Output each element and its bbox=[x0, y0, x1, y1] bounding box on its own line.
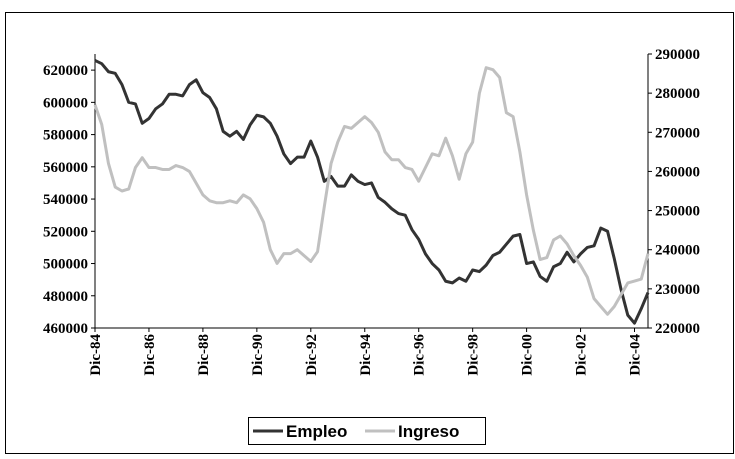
series-line bbox=[93, 66, 650, 316]
y-tick-label: 620000 bbox=[43, 63, 88, 79]
y2-tick-label: 290000 bbox=[655, 47, 700, 63]
y2-tick-label: 260000 bbox=[655, 164, 700, 180]
legend-label: Empleo bbox=[286, 422, 347, 441]
y-tick-label: 600000 bbox=[43, 95, 88, 111]
x-tick-label: Dic-88 bbox=[196, 334, 212, 376]
x-tick-label: Dic-94 bbox=[358, 334, 374, 376]
x-tick-label: Dic-98 bbox=[466, 334, 482, 376]
y-tick-label: 580000 bbox=[43, 128, 88, 144]
x-tick-label: Dic-90 bbox=[250, 334, 266, 376]
x-tick-label: Dic-84 bbox=[88, 334, 104, 376]
legend-label: Ingreso bbox=[398, 422, 459, 441]
x-tick-label: Dic-86 bbox=[142, 334, 158, 376]
y2-tick-label: 280000 bbox=[655, 86, 700, 102]
y2-tick-label: 270000 bbox=[655, 125, 700, 141]
x-tick-label: Dic-04 bbox=[628, 334, 644, 376]
y2-tick-label: 220000 bbox=[655, 321, 700, 337]
y2-tick-label: 250000 bbox=[655, 204, 700, 220]
y-tick-label: 500000 bbox=[43, 257, 88, 273]
y2-tick-label: 230000 bbox=[655, 282, 700, 298]
y-tick-label: 460000 bbox=[43, 321, 88, 337]
x-tick-label: Dic-02 bbox=[574, 334, 590, 376]
y2-tick-label: 240000 bbox=[655, 243, 700, 259]
y-tick-label: 540000 bbox=[43, 192, 88, 208]
y-tick-label: 480000 bbox=[43, 289, 88, 305]
x-tick-label: Dic-92 bbox=[304, 334, 320, 376]
y-tick-label: 520000 bbox=[43, 224, 88, 240]
chart-frame bbox=[5, 12, 734, 454]
x-tick-label: Dic-00 bbox=[520, 334, 536, 376]
y-tick-label: 560000 bbox=[43, 160, 88, 176]
series-line bbox=[94, 59, 650, 325]
x-tick-label: Dic-96 bbox=[412, 334, 428, 376]
